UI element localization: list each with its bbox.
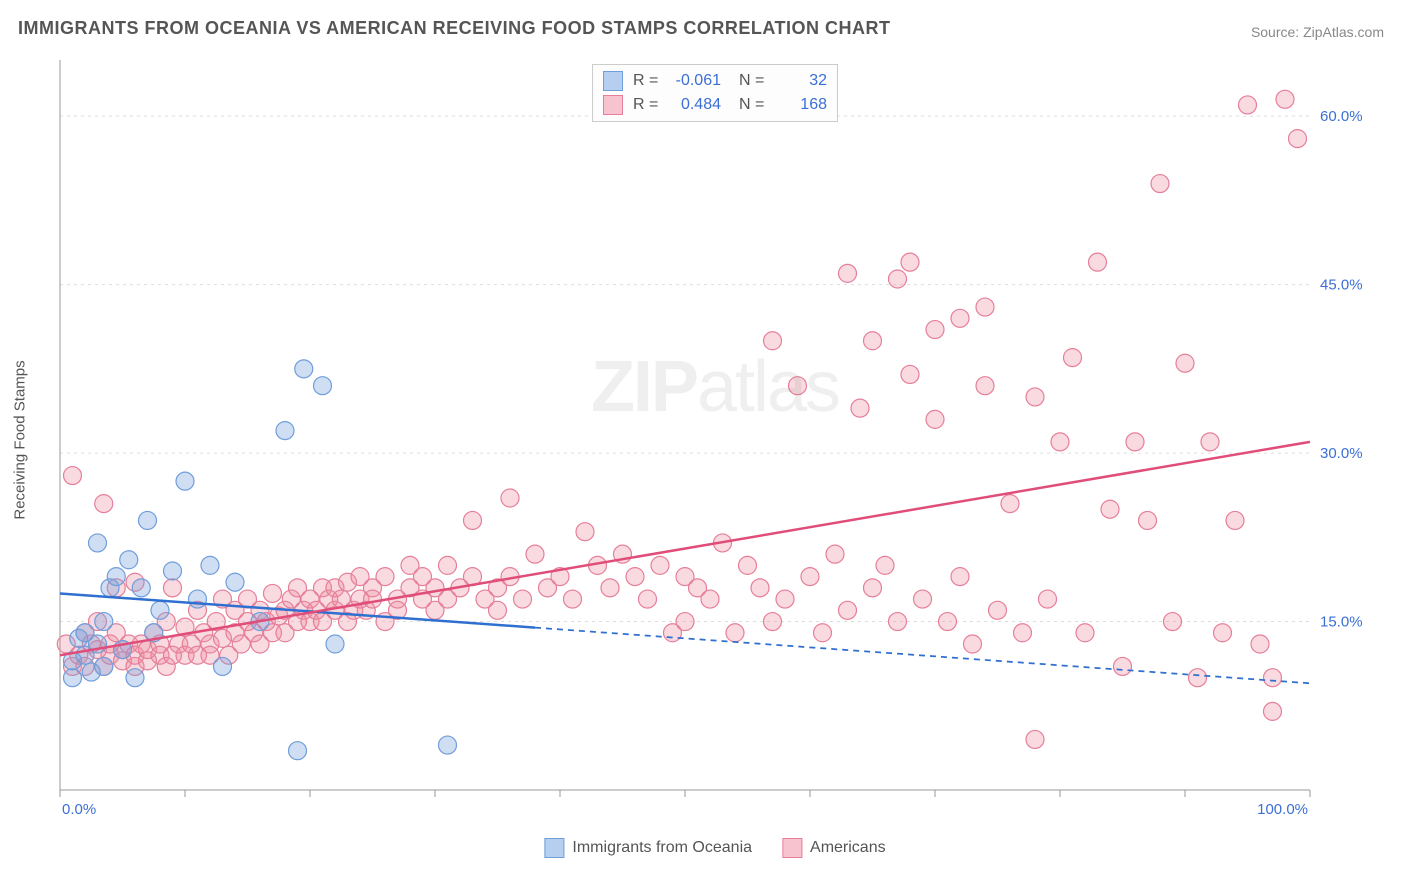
swatch-oceania	[603, 71, 623, 91]
legend-item-americans: Americans	[782, 838, 886, 858]
svg-text:100.0%: 100.0%	[1257, 801, 1308, 818]
n-label: N =	[739, 96, 767, 114]
stats-row-americans: R = 0.484 N = 168	[603, 93, 827, 117]
svg-text:60.0%: 60.0%	[1320, 108, 1363, 125]
legend-label-americans: Americans	[810, 839, 886, 857]
n-value-oceania: 32	[777, 72, 827, 90]
series-legend: Immigrants from Oceania Americans	[544, 838, 885, 858]
n-label: N =	[739, 72, 767, 90]
swatch-americans	[782, 838, 802, 858]
r-value-americans: 0.484	[671, 96, 721, 114]
svg-text:15.0%: 15.0%	[1320, 614, 1363, 631]
svg-text:45.0%: 45.0%	[1320, 277, 1363, 294]
swatch-americans	[603, 95, 623, 115]
r-value-oceania: -0.061	[671, 72, 721, 90]
scatter-plot: 15.0% 30.0% 45.0% 60.0% 0.0% 100.0%	[50, 60, 1380, 820]
stats-row-oceania: R = -0.061 N = 32	[603, 69, 827, 93]
chart-area: Receiving Food Stamps ZIPatlas R = -0.06…	[50, 60, 1380, 820]
y-axis-label: Receiving Food Stamps	[12, 360, 29, 519]
chart-title: IMMIGRANTS FROM OCEANIA VS AMERICAN RECE…	[18, 18, 891, 39]
svg-text:0.0%: 0.0%	[62, 801, 96, 818]
legend-label-oceania: Immigrants from Oceania	[572, 839, 752, 857]
n-value-americans: 168	[777, 96, 827, 114]
legend-item-oceania: Immigrants from Oceania	[544, 838, 752, 858]
stats-legend: R = -0.061 N = 32 R = 0.484 N = 168	[592, 64, 838, 122]
r-label: R =	[633, 96, 661, 114]
swatch-oceania	[544, 838, 564, 858]
svg-text:30.0%: 30.0%	[1320, 445, 1363, 462]
source-label: Source: ZipAtlas.com	[1251, 24, 1384, 40]
r-label: R =	[633, 72, 661, 90]
